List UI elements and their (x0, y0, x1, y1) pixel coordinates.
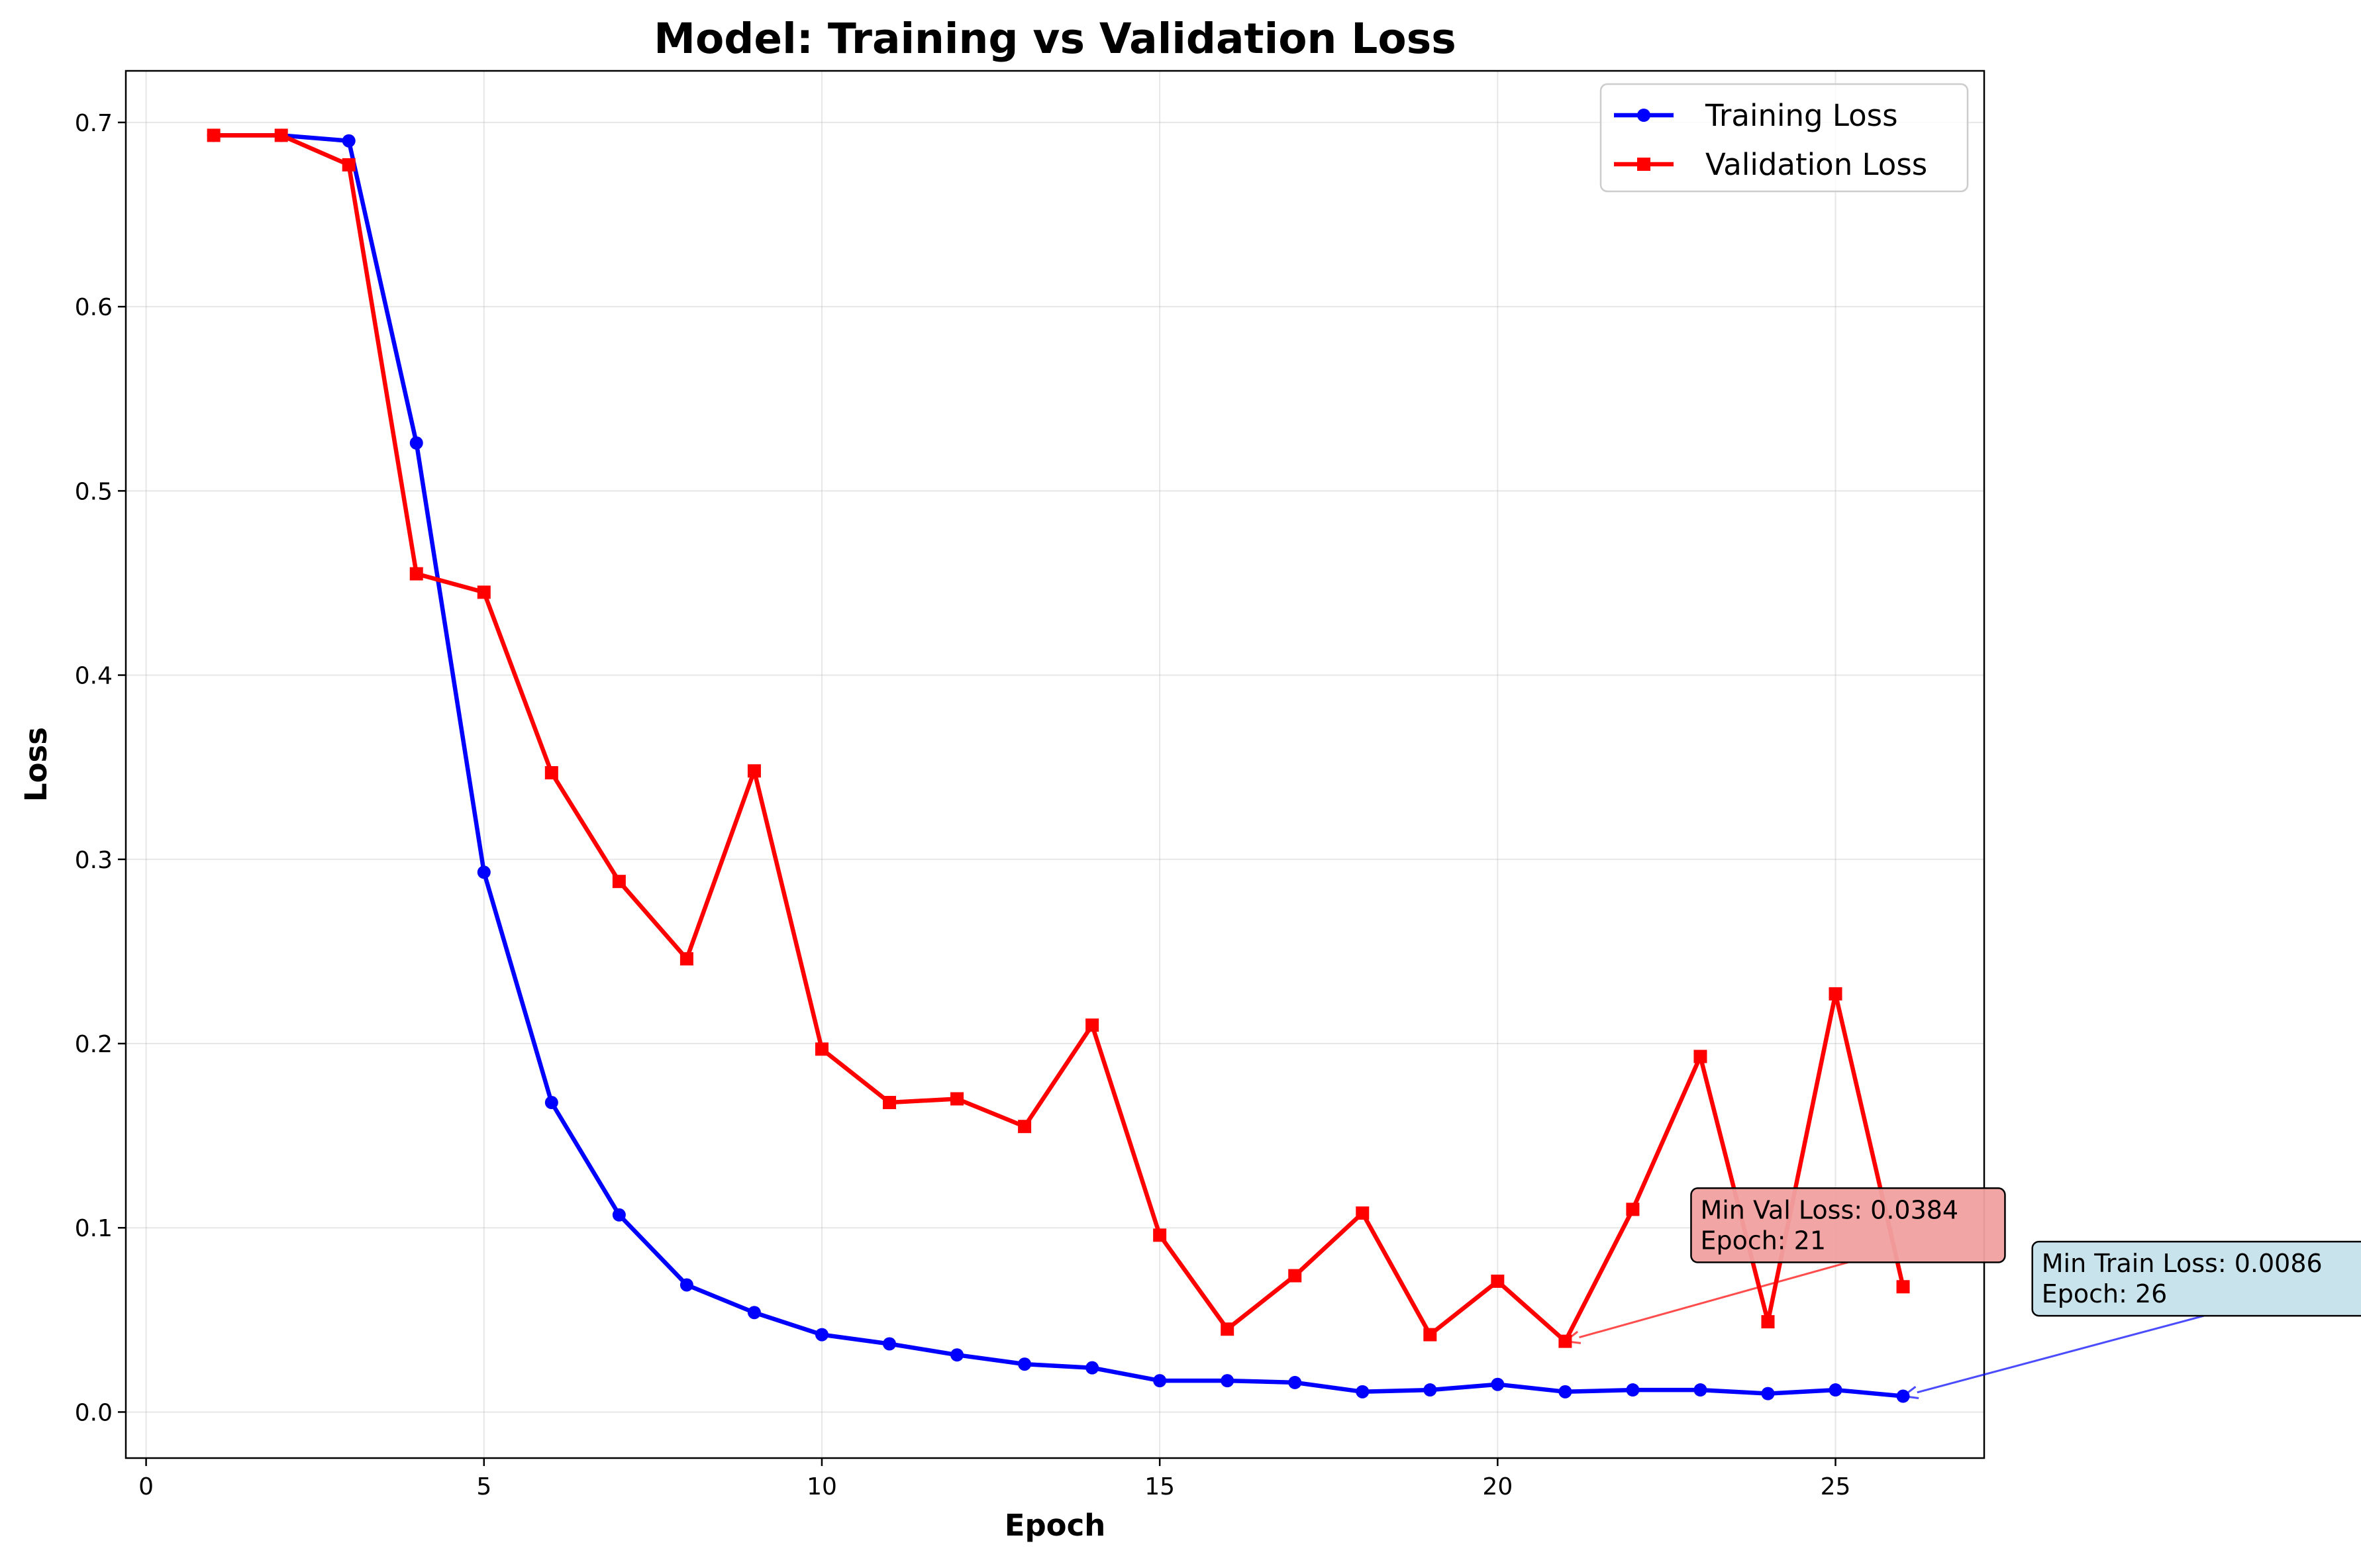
annotation-box (1690, 1187, 2006, 1263)
series-validation-loss (207, 128, 1910, 1348)
data-point (1761, 1315, 1775, 1329)
legend-label: Training Loss (1705, 98, 1898, 133)
data-point (1423, 1383, 1437, 1397)
data-point (747, 1306, 761, 1320)
series (207, 128, 1910, 1403)
data-point (477, 865, 491, 879)
data-point (1896, 1280, 1910, 1294)
data-point (612, 875, 626, 889)
data-point (1085, 1018, 1099, 1032)
data-point (950, 1092, 964, 1106)
data-point (477, 585, 491, 599)
data-point (1693, 1383, 1707, 1397)
annotation-arrowhead (1562, 1330, 1582, 1344)
data-point (1829, 987, 1842, 1001)
chart-title: Model: Training vs Validation Loss (654, 15, 1456, 63)
annotation-text: Epoch: 21 (1700, 1226, 1826, 1255)
data-point (409, 567, 423, 581)
series-line (213, 133, 1905, 1344)
data-point (409, 436, 423, 450)
x-tick-label: 20 (1482, 1473, 1513, 1500)
data-point (274, 128, 288, 142)
data-point (883, 1337, 897, 1351)
data-point (544, 1096, 558, 1110)
data-point (679, 952, 693, 966)
data-point (1221, 1322, 1234, 1336)
data-point (1491, 1274, 1505, 1288)
legend-marker (1637, 158, 1650, 171)
legend-box (1599, 83, 1969, 193)
data-point (1761, 1387, 1775, 1400)
annotation-arrow (1917, 1314, 2205, 1394)
annotation-text: Epoch: 26 (2042, 1279, 2168, 1308)
data-point (815, 1042, 829, 1056)
data-point (883, 1096, 897, 1110)
data-point (1356, 1385, 1370, 1398)
data-point (1423, 1328, 1437, 1342)
y-tick-label: 0.5 (75, 478, 113, 505)
data-point (747, 764, 761, 778)
annotation-text: Min Val Loss: 0.0384 (1700, 1195, 1958, 1224)
data-point (612, 1208, 626, 1222)
x-axis-label: Epoch (1005, 1508, 1106, 1543)
annotation-text: Min Train Loss: 0.0086 (2042, 1249, 2323, 1278)
y-tick-label: 0.7 (75, 110, 113, 137)
legend-item: Training Loss (1614, 98, 1898, 133)
legend-item: Validation Loss (1614, 147, 1927, 182)
y-tick-label: 0.2 (75, 1031, 113, 1058)
y-axis-label: Loss (19, 727, 54, 802)
data-point (1626, 1202, 1640, 1216)
data-point (1153, 1374, 1167, 1388)
data-point (1018, 1357, 1032, 1371)
data-point (1829, 1383, 1842, 1397)
data-point (1288, 1269, 1302, 1283)
x-tick-label: 10 (807, 1473, 837, 1500)
data-point (679, 1278, 693, 1292)
x-tick-label: 5 (476, 1473, 491, 1500)
data-point (1221, 1374, 1234, 1388)
y-tick-label: 0.0 (75, 1399, 113, 1426)
data-point (1153, 1228, 1167, 1242)
legend-marker (1637, 109, 1650, 122)
data-point (815, 1328, 829, 1342)
legend: Training Loss Validation Loss (1599, 83, 1969, 193)
y-tick-label: 0.6 (75, 294, 113, 321)
x-tick-label: 15 (1144, 1473, 1175, 1500)
y-tick-label: 0.3 (75, 847, 113, 874)
annotation-box (2031, 1240, 2361, 1317)
data-point (1693, 1050, 1707, 1063)
plot-frame (125, 70, 1985, 1459)
axis-ticks: 0 5 10 15 20 25 0.0 0.1 0.2 0.3 0.4 0.5 0.6 0.7 (75, 110, 1851, 1500)
legend-label: Validation Loss (1705, 147, 1927, 182)
data-point (1626, 1383, 1640, 1397)
data-point (1288, 1375, 1302, 1389)
y-tick-label: 0.4 (75, 663, 113, 690)
data-point (1018, 1120, 1032, 1134)
data-point (1356, 1206, 1370, 1220)
data-point (1558, 1385, 1572, 1398)
data-point (1085, 1361, 1099, 1375)
x-tick-label: 0 (138, 1473, 154, 1500)
y-tick-label: 0.1 (75, 1215, 113, 1242)
annotation-arrowhead (1900, 1385, 1919, 1400)
data-point (207, 128, 221, 142)
data-point (544, 766, 558, 780)
data-point (950, 1348, 964, 1362)
data-point (342, 158, 356, 172)
series-line (213, 133, 1903, 1398)
annotation-arrow (1579, 1261, 1848, 1339)
x-tick-label: 25 (1821, 1473, 1851, 1500)
data-point (1491, 1377, 1505, 1391)
data-point (342, 134, 356, 148)
series-training-loss (207, 128, 1910, 1403)
